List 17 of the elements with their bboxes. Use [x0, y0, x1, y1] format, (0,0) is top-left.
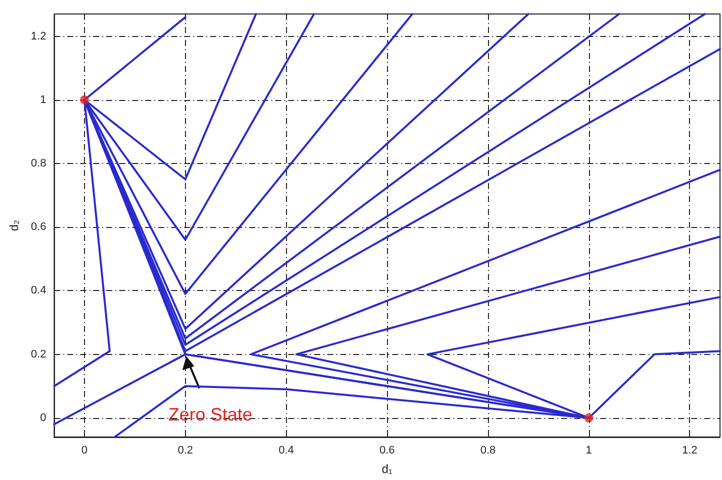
x-tick-label: 0.4 — [278, 444, 294, 456]
x-axis-title: d₁ — [382, 462, 392, 476]
y-tick-label: 1 — [40, 94, 46, 106]
x-tick-label: 1 — [586, 444, 592, 456]
x-tick-label: 1.2 — [682, 444, 698, 456]
annotation: Zero State — [168, 404, 252, 424]
x-tick-label: 0.6 — [379, 444, 395, 456]
y-tick-label: 1.2 — [30, 30, 46, 42]
x-tick-label: 0.2 — [178, 444, 193, 456]
x-tick-label: 0.8 — [480, 444, 496, 456]
x-tick-label: 0 — [81, 444, 88, 456]
y-tick-label: 0 — [40, 412, 46, 424]
y-tick-label: 0.8 — [30, 157, 46, 170]
y-tick-label: 0.6 — [30, 221, 46, 234]
y-tick-label: 0.2 — [30, 348, 46, 360]
y-axis-title: d₂ — [7, 220, 21, 232]
y-tick-label: 0.4 — [30, 284, 46, 297]
